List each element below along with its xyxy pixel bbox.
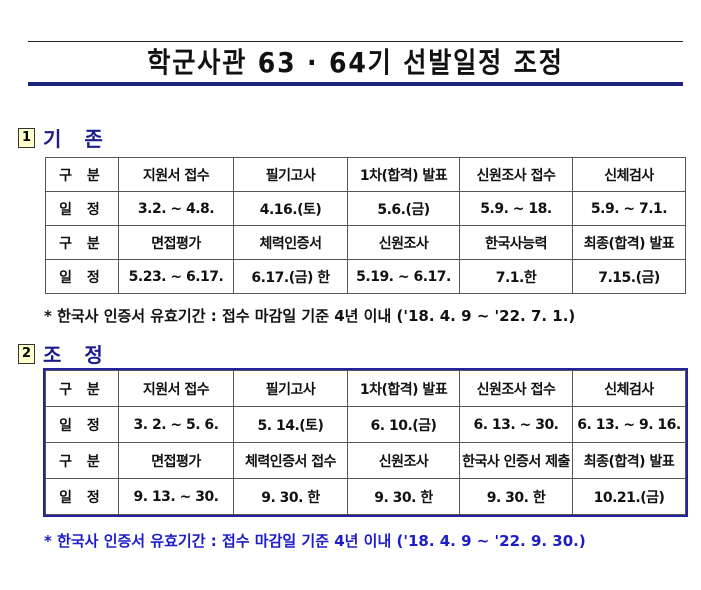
page-title: 학군사관 63 · 64기 선발일정 조정 (147, 46, 564, 79)
table-cell: 5.9. ~ 7.1. (572, 191, 686, 226)
table-cell: 필기고사 (233, 157, 348, 192)
table-cell: 신원조사 (347, 225, 460, 260)
table-cell: 1차(합격) 발표 (347, 157, 460, 192)
table-cell: 4.16.(토) (233, 191, 348, 226)
table-row: 구 분 면접평가 체력인증서 접수 신원조사 한국사 인증서 제출 최종(합격) 발표 (45, 442, 686, 479)
section-label: 기 존 (43, 127, 111, 151)
row-label-cell: 일 정 (45, 191, 119, 226)
table-row: 일 정 3. 2. ~ 5. 6. 5. 14.(토) 6. 10.(금) 6. 13.… (45, 406, 686, 443)
table-cell: 7.15.(금) (572, 259, 686, 294)
table-cell: 신체검사 (572, 370, 686, 407)
table-row: 일 정 3.2. ~ 4.8. 4.16.(토) 5.6.(금) 5.9. ~ 18. 5… (45, 191, 686, 226)
table-cell: 9. 30. 한 (233, 478, 348, 515)
adjusted-note: * 한국사 인증서 유효기간 : 접수 마감일 기준 4년 이내 ('18. 4… (44, 532, 586, 550)
table-cell: 필기고사 (233, 370, 348, 407)
table-cell: 지원서 접수 (118, 157, 234, 192)
table-cell: 7.1.한 (459, 259, 573, 294)
table-cell: 면접평가 (118, 442, 234, 479)
section-number-badge: 1 (18, 127, 35, 148)
table-cell: 한국사 인증서 제출 (459, 442, 573, 479)
table-cell: 9. 30. 한 (459, 478, 573, 515)
table-cell: 신원조사 (347, 442, 460, 479)
table-row: 구 분 면접평가 체력인증서 신원조사 한국사능력 최종(합격) 발표 (45, 225, 686, 260)
table-cell: 6. 13. ~ 9. 16. (572, 406, 686, 443)
table-cell: 신체검사 (572, 157, 686, 192)
adjusted-schedule-table: 구 분 지원서 접수 필기고사 1차(합격) 발표 신원조사 접수 신체검사 일 정 3. 2… (43, 368, 688, 517)
table-row: 일 정 5.23. ~ 6.17. 6.17.(금) 한 5.19. ~ 6.17. 7… (45, 259, 686, 294)
table-cell: 5.6.(금) (347, 191, 460, 226)
existing-schedule-table: 구 분 지원서 접수 필기고사 1차(합격) 발표 신원조사 접수 신체검사 일 정 3.2.… (45, 157, 686, 294)
table-cell: 9. 13. ~ 30. (118, 478, 234, 515)
table-cell: 1차(합격) 발표 (347, 370, 460, 407)
table-cell: 5.9. ~ 18. (459, 191, 573, 226)
table-cell: 5.23. ~ 6.17. (118, 259, 234, 294)
table-cell: 6. 10.(금) (347, 406, 460, 443)
table-cell: 신원조사 접수 (459, 157, 573, 192)
table-cell: 10.21.(금) (572, 478, 686, 515)
table-cell: 신원조사 접수 (459, 370, 573, 407)
title-top-rule (28, 41, 683, 42)
table-cell: 면접평가 (118, 225, 234, 260)
table-cell: 5.19. ~ 6.17. (347, 259, 460, 294)
table-cell: 3.2. ~ 4.8. (118, 191, 234, 226)
row-label-cell: 일 정 (45, 259, 119, 294)
section-adjusted-heading: 2 조 정 (18, 339, 111, 368)
table-cell: 한국사능력 (459, 225, 573, 260)
row-label-cell: 구 분 (45, 225, 119, 260)
row-label-cell: 구 분 (45, 442, 119, 479)
row-label-cell: 일 정 (45, 478, 119, 515)
table-cell: 6. 13. ~ 30. (459, 406, 573, 443)
section-existing-heading: 1 기 존 (18, 123, 111, 152)
existing-note: * 한국사 인증서 유효기간 : 접수 마감일 기준 4년 이내 ('18. 4… (44, 307, 576, 325)
row-label-cell: 구 분 (45, 370, 119, 407)
section-number-badge: 2 (18, 343, 35, 364)
table-cell: 6.17.(금) 한 (233, 259, 348, 294)
title-bottom-rule (28, 82, 683, 86)
table-cell: 3. 2. ~ 5. 6. (118, 406, 234, 443)
section-label: 조 정 (43, 343, 111, 367)
row-label-cell: 구 분 (45, 157, 119, 192)
table-cell: 최종(합격) 발표 (572, 442, 686, 479)
table-row: 구 분 지원서 접수 필기고사 1차(합격) 발표 신원조사 접수 신체검사 (45, 157, 686, 192)
table-cell: 체력인증서 접수 (233, 442, 348, 479)
table-cell: 9. 30. 한 (347, 478, 460, 515)
table-cell: 최종(합격) 발표 (572, 225, 686, 260)
table-cell: 5. 14.(토) (233, 406, 348, 443)
table-cell: 체력인증서 (233, 225, 348, 260)
table-cell: 지원서 접수 (118, 370, 234, 407)
row-label-cell: 일 정 (45, 406, 119, 443)
table-row: 구 분 지원서 접수 필기고사 1차(합격) 발표 신원조사 접수 신체검사 (45, 370, 686, 407)
